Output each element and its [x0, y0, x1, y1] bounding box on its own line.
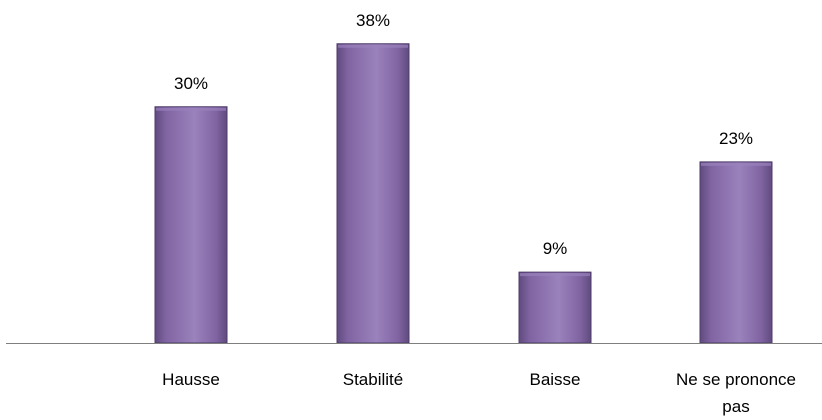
value-labels-layer: 30% 38% 9% 23% [174, 11, 753, 258]
bar-3-bevel [520, 273, 590, 277]
data-label-3: 9% [543, 239, 568, 258]
bar-1 [154, 106, 228, 344]
bars-layer [154, 43, 773, 344]
bar-2-bevel [338, 44, 408, 48]
data-label-4: 23% [719, 129, 753, 148]
data-label-2: 38% [356, 11, 390, 30]
bar-4-bevel [701, 162, 771, 166]
data-label-1: 30% [174, 74, 208, 93]
category-label-2: Stabilité [343, 370, 403, 389]
category-label-4: Ne se prononce pas [676, 370, 796, 416]
bar-3 [518, 271, 592, 344]
bar-4 [699, 161, 773, 344]
category-labels-layer: Hausse Stabilité Baisse Ne se prononce pas [162, 370, 796, 416]
category-label-1: Hausse [162, 370, 220, 389]
bar-1-bevel [156, 107, 226, 111]
bar-2 [336, 43, 410, 344]
category-label-3: Baisse [529, 370, 580, 389]
